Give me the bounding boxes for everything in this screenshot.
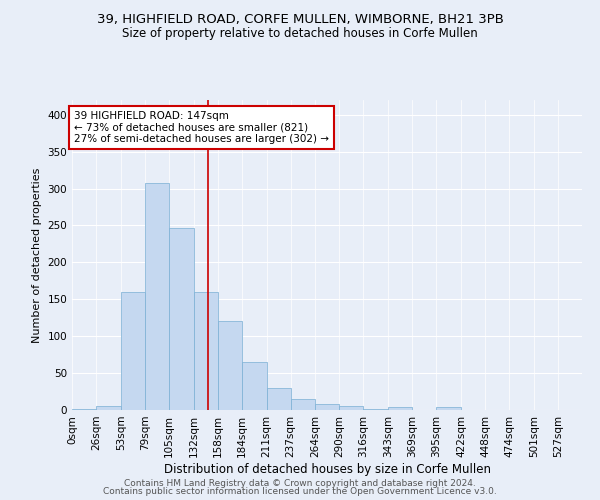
Text: Contains HM Land Registry data © Crown copyright and database right 2024.: Contains HM Land Registry data © Crown c… [124,478,476,488]
Bar [145,184,169,410]
Bar [169,228,194,410]
Bar [218,322,242,410]
Bar [436,407,461,410]
Text: Contains public sector information licensed under the Open Government Licence v3: Contains public sector information licen… [103,487,497,496]
Y-axis label: Number of detached properties: Number of detached properties [32,168,42,342]
Bar [72,408,96,410]
Text: 39, HIGHFIELD ROAD, CORFE MULLEN, WIMBORNE, BH21 3PB: 39, HIGHFIELD ROAD, CORFE MULLEN, WIMBOR… [97,12,503,26]
Bar [290,399,316,410]
Bar [266,388,290,410]
Bar [388,407,412,410]
Text: Size of property relative to detached houses in Corfe Mullen: Size of property relative to detached ho… [122,28,478,40]
Text: 39 HIGHFIELD ROAD: 147sqm
← 73% of detached houses are smaller (821)
27% of semi: 39 HIGHFIELD ROAD: 147sqm ← 73% of detac… [74,111,329,144]
Bar [194,292,218,410]
Bar [121,292,145,410]
Bar [242,362,266,410]
Bar [96,406,121,410]
Bar [340,406,364,410]
Bar [316,404,340,410]
X-axis label: Distribution of detached houses by size in Corfe Mullen: Distribution of detached houses by size … [163,462,491,475]
